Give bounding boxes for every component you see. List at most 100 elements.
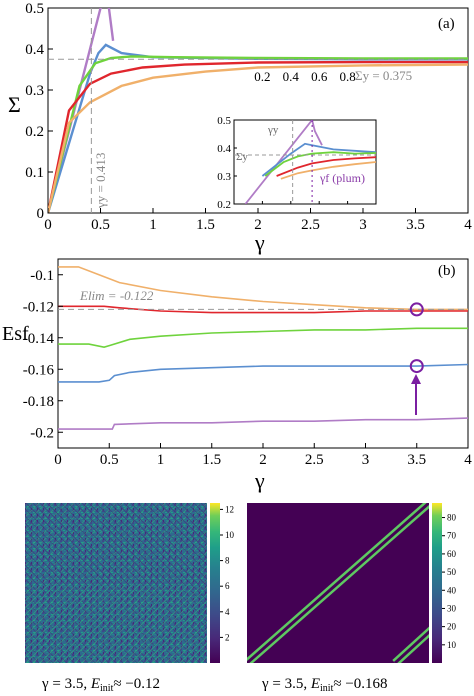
heatmap-right-caption-val: ≈ −0.168	[333, 676, 387, 692]
panel-b-ylabel: Esf	[2, 323, 29, 345]
heatmap-left-streak	[25, 503, 103, 581]
heatmap-left-streak	[25, 662, 26, 663]
inset-gamma-f-annotation: γf (plum)	[319, 171, 365, 185]
heatmap-left-streak	[53, 503, 207, 657]
heatmap-left-streak	[25, 503, 68, 546]
heatmap-left-streak	[25, 585, 103, 663]
panel-a-xtick-label: 2	[254, 217, 262, 233]
panel-b-xtick-label: 2.5	[305, 452, 324, 468]
panel-a-inset: 0.2 0.4 0.6 0.8 0.2 0.3 0.4 0.5 Σy γy γf (plum)	[217, 69, 377, 211]
inset-series-3	[276, 156, 376, 177]
heatmap-left-streak	[165, 503, 207, 545]
panel-b-xtick-label: 0	[54, 452, 62, 468]
inset-ytick-label: 0.2	[217, 199, 231, 211]
panel-a-xtick-label: 2.5	[301, 217, 320, 233]
heatmap-left-streak	[25, 503, 187, 663]
panel-b-xtick-label: 3	[362, 452, 370, 468]
heatmap-left-streak	[25, 515, 173, 663]
heatmap-left-streak	[25, 503, 89, 567]
heatmap-left-colorbar-label: 12	[225, 504, 234, 514]
heatmap-right-band-core	[247, 503, 429, 663]
panel-b-series-1	[58, 305, 468, 314]
panel-a-xtick-label: 0	[44, 217, 52, 233]
heatmap-left-caption-val: ≈ −0.12	[113, 676, 160, 692]
heatmap-left-streak	[25, 508, 180, 663]
arrow-head	[411, 374, 421, 384]
heatmap-left-streak	[25, 550, 138, 663]
heatmap-left-streak	[95, 503, 207, 615]
heatmap-left-streak	[25, 503, 96, 574]
heatmap-left-colorbar-label: 2	[225, 632, 230, 642]
heatmap-left-streak	[46, 503, 207, 663]
panel-a: 0 0.5 1 1.5 2 2.5 3 3.5 400.10.20.30.40.5 (a) Σ …	[8, 1, 472, 255]
heatmap-right-caption-sub: init	[320, 683, 334, 694]
panel-b-ytick-label: -0.16	[23, 362, 55, 378]
panel-a-xtick-label: 3.5	[406, 217, 425, 233]
panel-a-ytick-label: 0	[37, 206, 45, 222]
panel-a-ytick-label: 0.4	[25, 42, 44, 58]
heatmap-left-colorbar-label: 4	[225, 607, 230, 617]
heatmap-left-streak	[130, 503, 207, 580]
heatmap-left-streak	[25, 627, 61, 663]
inset-frame	[233, 119, 377, 205]
panel-a-xtick-label: 4	[464, 217, 472, 233]
panel-a-ytick-label: 0.2	[25, 124, 44, 140]
panel-b: 0 0.5 1 1.5 2 2.5 3 3.5 4 -0.1 -0.12 -0.14 -0.16 -0.1…	[2, 258, 472, 493]
heatmap-left-caption-e: E	[90, 676, 100, 692]
heatmap-right-colorbar-label: 70	[447, 531, 457, 541]
heatmap-left-colorbar-label: 6	[225, 581, 230, 591]
heatmap-right-colorbar-label: 30	[447, 603, 457, 613]
panel-a-ytick-label: 0.3	[25, 83, 44, 99]
panel-a-xtick-label: 1.5	[196, 217, 215, 233]
heatmap-left-streak	[137, 503, 207, 573]
heatmap-left-streak	[32, 503, 194, 663]
heatmap-left-streak	[25, 543, 145, 663]
heatmap-left-streak	[158, 503, 207, 552]
heatmap-left-streak	[25, 536, 152, 663]
heatmap-right-colorbar-label: 40	[447, 585, 457, 595]
heatmap-right: 80 70 60 50 40 30 20 10 γ = 3.5, Einit≈ −0.168	[247, 503, 457, 694]
inset-ytick-label: 0.4	[217, 143, 231, 155]
panel-b-xtick-label: 4	[464, 452, 472, 468]
panel-b-xtick-label: 1.5	[202, 452, 221, 468]
heatmap-left-streak	[25, 613, 75, 663]
panel-b-ytick-label: -0.18	[23, 394, 54, 410]
panel-a-series-2	[48, 55, 468, 213]
heatmap-right-colorbar-label: 10	[447, 640, 457, 650]
inset-gamma-y-annotation: γy	[267, 124, 279, 136]
heatmap-left-streak	[25, 503, 61, 539]
heatmap-right-colorbar-label: 80	[447, 513, 457, 523]
heatmap-right-bands	[247, 503, 429, 663]
panel-b-series-0	[58, 266, 468, 311]
panel-b-xtick-label: 3.5	[407, 452, 426, 468]
heatmap-right-band-corner-core	[393, 629, 429, 663]
panel-b-xtick-label: 2	[259, 452, 267, 468]
panel-b-label: (b)	[438, 263, 456, 279]
inset-series-2	[264, 151, 376, 177]
heatmap-left-streak	[25, 557, 131, 663]
heatmap-left-streak	[25, 522, 166, 663]
panel-a-ytick-label: 0.1	[25, 165, 44, 181]
panel-b-ytick-label: -0.14	[23, 331, 55, 347]
heatmap-left-caption-sub: init	[100, 683, 114, 694]
inset-ytick-label: 0.5	[217, 115, 231, 127]
heatmap-left-streak	[25, 599, 89, 663]
panel-a-xtick-label: 1	[149, 217, 157, 233]
heatmap-left-streak	[158, 614, 207, 663]
heatmap-left-streak	[116, 503, 207, 594]
panel-b-series-3	[58, 363, 468, 383]
heatmap-left-streak	[179, 635, 207, 663]
inset-xtick-label: 0.4	[283, 69, 300, 84]
heatmap-left-field	[25, 503, 207, 663]
heatmap-left-streak	[25, 571, 117, 663]
panel-b-marker-0	[409, 302, 424, 317]
heatmap-left-streak	[25, 620, 68, 663]
heatmap-left: 12 10 8 6 4 2 γ = 3.5, Einit≈ −0.12	[25, 503, 235, 694]
heatmap-left-streak	[25, 592, 96, 663]
inset-xtick-label: 0.2	[254, 69, 270, 84]
heatmap-left-streak	[39, 503, 201, 663]
arrow-marker	[411, 374, 421, 415]
heatmap-left-streak	[172, 628, 207, 663]
heatmap-left-caption-gamma: γ = 3.5,	[41, 676, 87, 692]
heatmap-right-caption-gamma: γ = 3.5,	[261, 676, 307, 692]
